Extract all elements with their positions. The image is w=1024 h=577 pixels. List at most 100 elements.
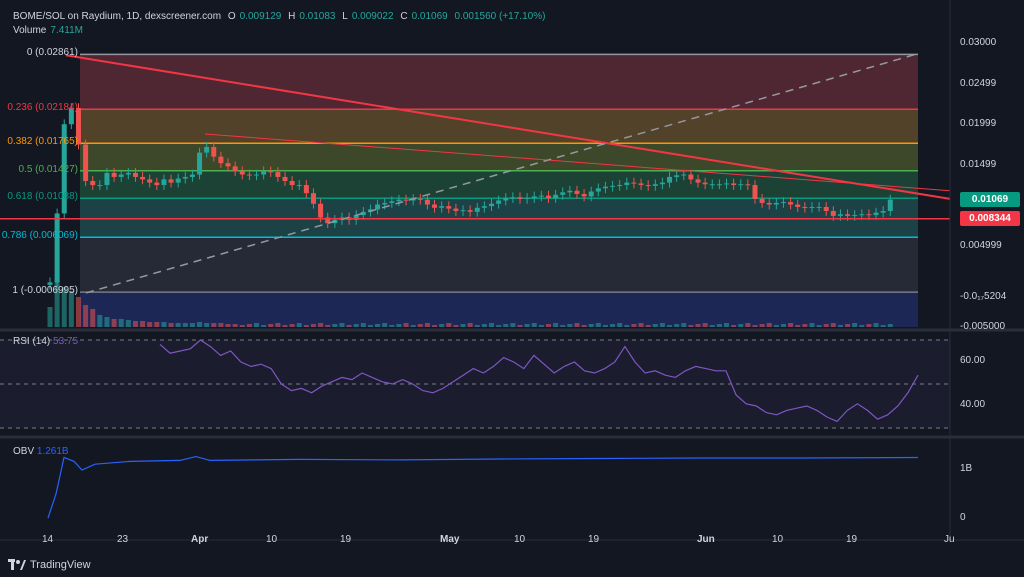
candle-body	[68, 108, 74, 125]
volume-bar	[289, 324, 295, 327]
candle-body	[90, 181, 96, 186]
candle	[716, 179, 722, 190]
volume-bar	[439, 324, 445, 327]
fib-zone	[80, 237, 918, 293]
candle-body	[132, 172, 138, 177]
candle	[75, 103, 81, 150]
candle	[880, 206, 886, 218]
candle-body	[517, 197, 523, 199]
candle	[624, 177, 630, 190]
candle	[375, 199, 381, 215]
volume-bar	[254, 323, 260, 327]
volume-bar	[182, 323, 188, 327]
candle-body	[232, 166, 238, 172]
candle-body	[645, 185, 651, 187]
candle	[147, 174, 153, 188]
candle-body	[588, 191, 594, 197]
rsi-legend: RSI (14) 53.75	[13, 336, 79, 347]
candle-body	[204, 146, 210, 153]
candle	[780, 197, 786, 208]
high-value: 0.01083	[299, 11, 336, 22]
candle	[97, 180, 103, 190]
candle	[738, 179, 744, 190]
candle-body	[880, 211, 886, 213]
candle	[396, 194, 402, 207]
candle	[211, 142, 217, 162]
candle	[467, 205, 473, 217]
candle-body	[97, 185, 103, 187]
candle-body	[496, 200, 502, 204]
volume-bar	[830, 323, 836, 327]
candle	[289, 176, 295, 190]
candle-body	[275, 172, 281, 177]
candle	[595, 183, 601, 197]
volume-value: 7.411M	[50, 25, 83, 36]
fib-zone	[80, 170, 918, 199]
volume-bar	[788, 323, 794, 327]
candle	[104, 168, 110, 190]
candle	[816, 202, 822, 212]
volume-bar	[752, 325, 758, 327]
candle-body	[667, 176, 673, 183]
candle-body	[268, 171, 274, 173]
candle	[154, 177, 160, 190]
volume-bar	[731, 325, 737, 327]
volume-bar	[866, 324, 872, 327]
volume-bar	[325, 325, 331, 327]
fib-label: 1 (-0.0006995)	[12, 285, 78, 297]
candle	[246, 169, 252, 181]
candle-body	[816, 206, 822, 208]
volume-bar	[175, 323, 181, 327]
candle	[282, 172, 288, 186]
candle	[140, 172, 146, 185]
candle	[310, 188, 316, 209]
candle-body	[752, 185, 758, 199]
volume-bar	[474, 325, 480, 327]
volume-bar	[161, 322, 167, 327]
candle	[496, 195, 502, 209]
candle	[702, 177, 708, 190]
candle-body	[724, 183, 730, 185]
candle-body	[325, 217, 331, 224]
candle-body	[795, 204, 801, 207]
volume-bar	[75, 297, 81, 327]
volume-bar	[218, 323, 224, 327]
volume-bar	[859, 325, 865, 327]
candle-body	[759, 198, 765, 203]
volume-bar	[624, 325, 630, 327]
candle	[752, 180, 758, 204]
candle-body	[446, 206, 452, 209]
candle-body	[574, 190, 580, 194]
candle	[688, 169, 694, 185]
trend-lines	[0, 52, 951, 294]
volume-bar	[567, 324, 573, 327]
last-price-box: 0.01069	[960, 191, 1020, 207]
candle-body	[766, 202, 772, 205]
candle-body	[780, 202, 786, 204]
volume-bar	[716, 324, 722, 327]
candle-body	[375, 204, 381, 210]
candle-body	[481, 206, 487, 208]
candle-body	[638, 183, 644, 186]
volume-bar	[410, 325, 416, 327]
volume-bar	[503, 324, 509, 327]
candle	[503, 193, 509, 206]
volume-bar	[588, 324, 594, 327]
candle-body	[382, 202, 388, 205]
volume-bar	[745, 323, 751, 327]
candle	[417, 193, 423, 205]
volume-bar	[168, 323, 174, 327]
candle-body	[709, 184, 715, 186]
volume-bar	[724, 323, 730, 327]
volume-bar	[111, 319, 117, 327]
volume-bar	[467, 323, 473, 327]
volume-bar	[802, 324, 808, 327]
volume-bar	[189, 323, 195, 327]
candle-body	[688, 174, 694, 180]
volume-bar	[560, 325, 566, 327]
candle-body	[239, 171, 245, 175]
tradingview-logo[interactable]: TradingView	[8, 559, 91, 571]
fib-label: 0.5 (0.01427)	[18, 163, 79, 175]
volume-bar	[610, 324, 616, 327]
candle	[218, 151, 224, 169]
